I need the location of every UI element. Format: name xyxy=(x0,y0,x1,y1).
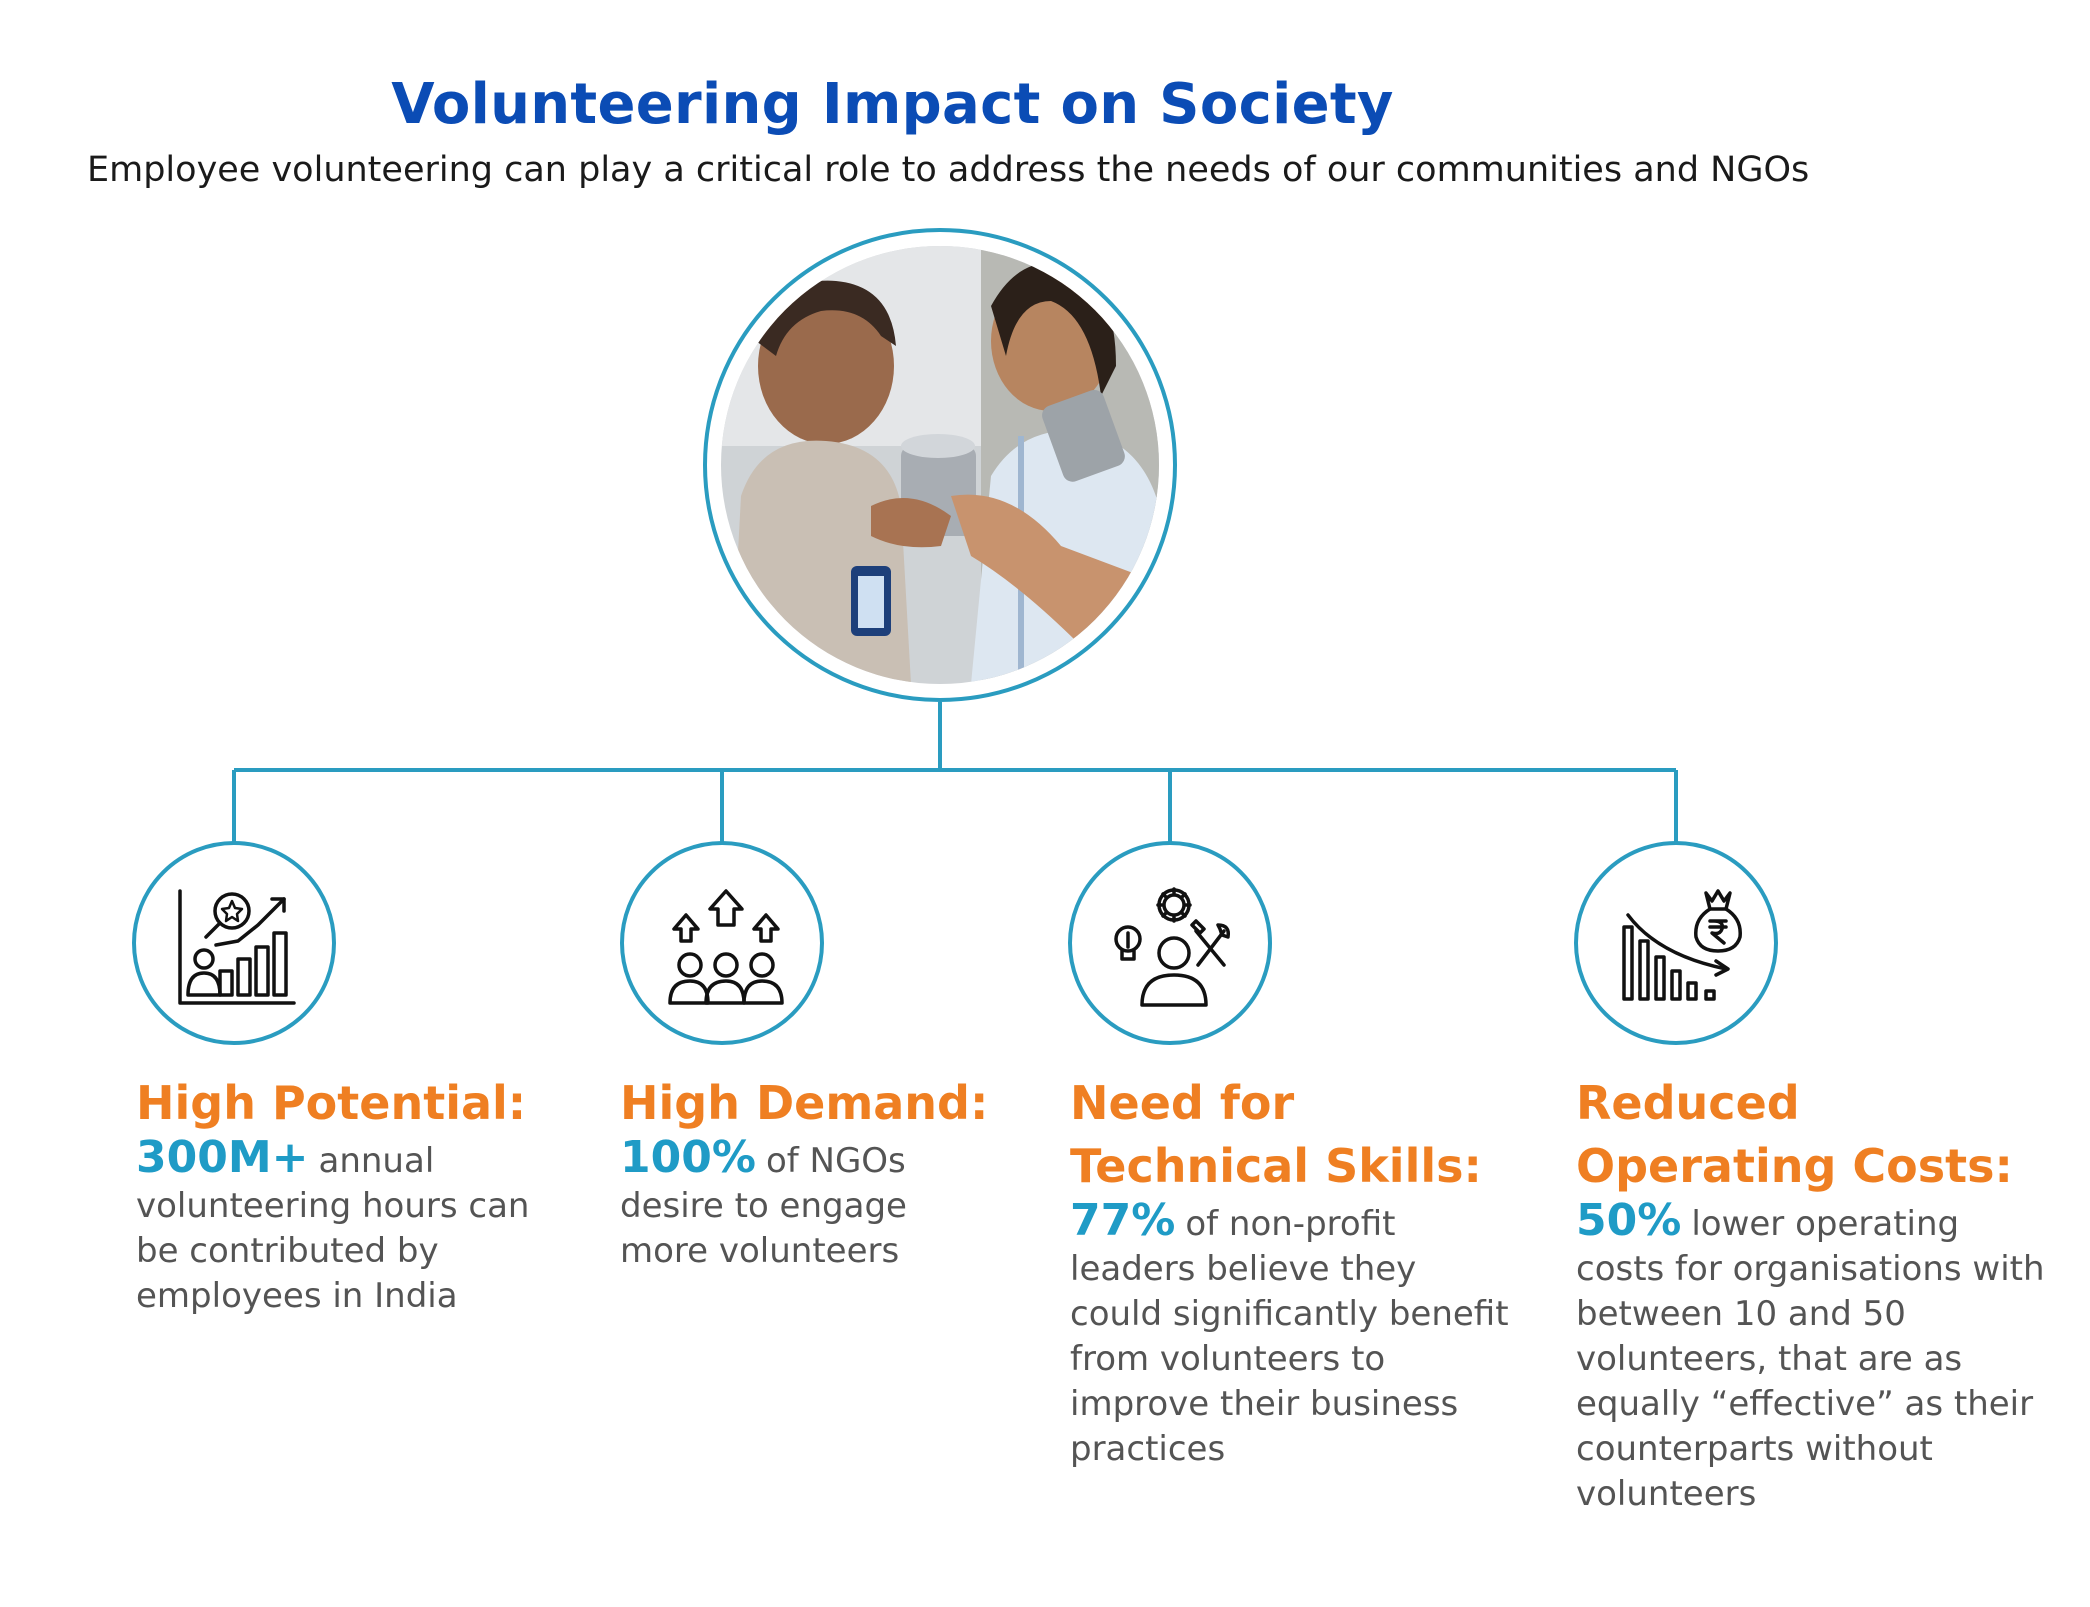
page-subtitle: Employee volunteering can play a critica… xyxy=(87,150,1810,190)
card-2-text: of NGOs desire to engage more volunteers xyxy=(620,1141,907,1271)
card-1-body: 300M+ annual volunteering hours can be co… xyxy=(136,1135,576,1319)
card-3-heading: Need for Technical Skills: xyxy=(1070,1076,1482,1193)
card-reduced-costs: Reduced Operating Costs: 50% lower operat… xyxy=(1576,1072,2046,1517)
declining-cost-rupee-icon xyxy=(1622,889,1742,1001)
hero-photo-frame xyxy=(703,228,1177,702)
card-1-text: annual volunteering hours can be contrib… xyxy=(136,1141,530,1316)
growth-chart-person-icon xyxy=(178,889,296,1005)
page-title: Volunteering Impact on Society xyxy=(391,72,1394,137)
card-4-text: lower operating costs for organisations … xyxy=(1576,1204,2045,1514)
card-2-stat: 100% xyxy=(620,1132,756,1183)
card-high-demand: High Demand: 100% of NGOs desire to engag… xyxy=(620,1072,1050,1274)
person-skills-tools-icon xyxy=(1114,887,1231,1007)
card-3-body: 77% of non-profit leaders believe they co… xyxy=(1070,1198,1510,1472)
card-1-heading: High Potential: xyxy=(136,1076,527,1130)
card-2-icon-circle xyxy=(620,841,824,1045)
card-1-stat: 300M+ xyxy=(136,1132,309,1183)
group-arrows-up-icon xyxy=(668,889,784,1005)
card-3-icon-circle xyxy=(1068,841,1272,1045)
card-4-heading: Reduced Operating Costs: xyxy=(1576,1076,2013,1193)
card-high-potential: High Potential: 300M+ annual volunteering… xyxy=(136,1072,576,1319)
card-technical-skills: Need for Technical Skills: 77% of non-pro… xyxy=(1070,1072,1510,1472)
card-4-stat: 50% xyxy=(1576,1195,1682,1246)
card-4-icon-circle xyxy=(1574,841,1778,1045)
card-2-heading: High Demand: xyxy=(620,1076,989,1130)
card-3-stat: 77% xyxy=(1070,1195,1176,1246)
card-2-body: 100% of NGOs desire to engage more volunt… xyxy=(620,1135,950,1274)
card-1-icon-circle xyxy=(132,841,336,1045)
card-4-body: 50% lower operating costs for organisatio… xyxy=(1576,1198,2046,1517)
card-3-text: of non-profit leaders believe they could… xyxy=(1070,1204,1509,1469)
volunteers-photo xyxy=(721,246,1159,684)
